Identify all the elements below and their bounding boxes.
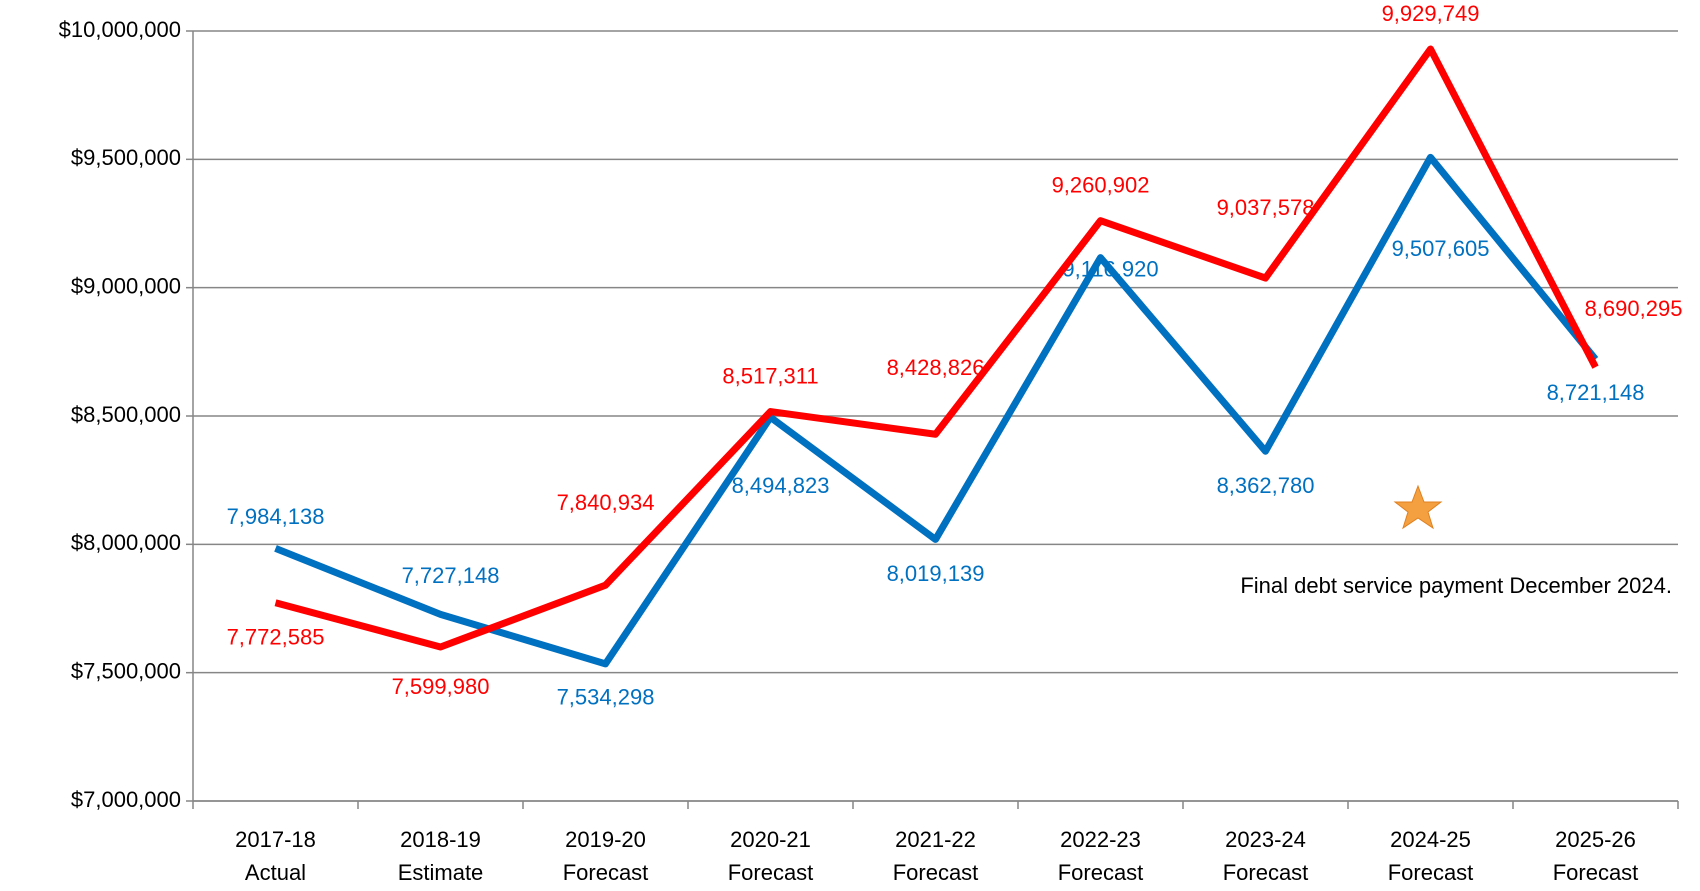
y-tick-label: $8,000,000 [71,530,181,555]
x-tick-label-line: Forecast [1388,860,1474,885]
data-label: 7,772,585 [227,625,325,650]
data-label: 8,428,826 [887,355,985,380]
x-tick-label-line: Forecast [893,860,979,885]
x-tick-label-line: 2019-20 [565,827,646,852]
x-tick-label: 2018-19 Estimate [398,827,484,885]
star-icon [1393,484,1443,530]
x-tick-label-line: Forecast [1553,860,1639,885]
x-tick-label-line: 2017-18 [235,827,316,852]
data-label: 8,690,295 [1585,296,1683,321]
x-tick-label-line: 2025-26 [1555,827,1636,852]
x-tick-label: 2020-21 Forecast [728,827,814,885]
x-tick-label: 2022-23 Forecast [1058,827,1144,885]
x-tick-label-line: Estimate [398,860,484,885]
x-tick-label: 2025-26 Forecast [1553,827,1639,885]
line-series [274,153,1599,668]
x-tick-label: 2023-24 Forecast [1223,827,1309,885]
x-tick-label-line: Forecast [728,860,814,885]
x-tick-label-line: Forecast [1058,860,1144,885]
data-label: 8,494,823 [732,473,830,498]
x-tick-label-line: 2018-19 [400,827,481,852]
x-tick-label-line: 2023-24 [1225,827,1306,852]
x-tick-label: 2024-25 Forecast [1388,827,1474,885]
x-tick-label-line: 2024-25 [1390,827,1471,852]
data-label: 9,507,605 [1392,236,1490,261]
x-tick-label: 2021-22 Forecast [893,827,979,885]
data-label: 9,116,920 [1062,256,1158,281]
line-series [274,45,1599,651]
data-label: 9,037,578 [1217,195,1315,220]
x-tick-label-line: Forecast [1223,860,1309,885]
x-tick-label-line: 2020-21 [730,827,811,852]
data-label: 7,534,298 [557,685,655,710]
x-tick-label-line: Actual [245,860,306,885]
data-label: 7,840,934 [557,490,655,515]
y-tick-label: $8,500,000 [71,402,181,427]
y-tick-label: $9,000,000 [71,273,181,298]
annotation: Final debt service payment December 2024… [1240,573,1672,598]
data-label: 7,727,148 [402,563,500,588]
data-label: 8,517,311 [722,363,818,388]
x-tick-label: 2017-18 Actual [235,827,316,885]
x-tick-label-line: Forecast [563,860,649,885]
data-label: 7,599,980 [392,674,490,699]
data-label: 9,260,902 [1052,173,1150,198]
y-tick-label: $10,000,000 [59,17,181,42]
data-label: 8,721,148 [1547,380,1645,405]
x-tick-label-line: 2021-22 [895,827,976,852]
data-label: 9,929,749 [1382,1,1480,26]
y-tick-label: $7,000,000 [71,787,181,812]
y-tick-label: $7,500,000 [71,658,181,683]
y-tick-label: $9,500,000 [71,145,181,170]
data-label: 8,362,780 [1217,473,1315,498]
x-tick-label-line: 2022-23 [1060,827,1141,852]
data-label: 8,019,139 [887,561,985,586]
data-label: 7,984,138 [227,504,325,529]
x-tick-label: 2019-20 Forecast [563,827,649,885]
